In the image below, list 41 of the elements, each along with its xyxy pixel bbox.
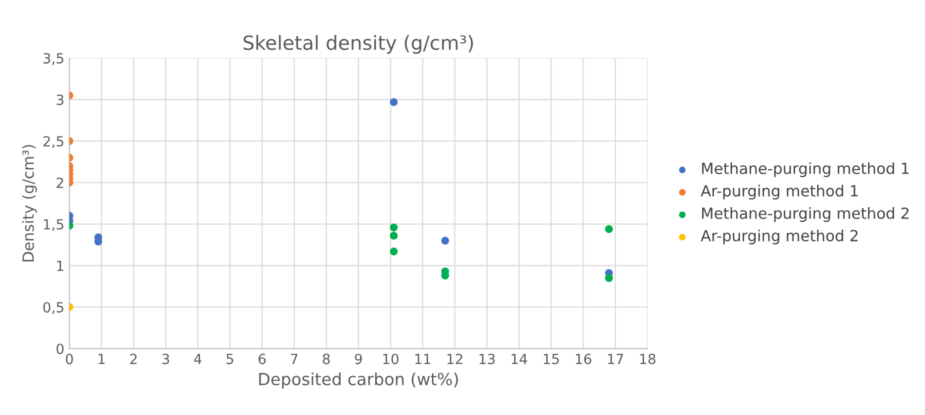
legend-label: Methane-purging method 2: [702, 207, 908, 222]
point: [605, 225, 613, 234]
x-tick-label: 12: [447, 354, 462, 364]
x-tick-label: 9: [354, 354, 362, 364]
x-tick-label: 16: [576, 354, 592, 364]
x-tick-label: 7: [290, 354, 298, 364]
x-tick-label: 6: [258, 354, 266, 364]
legend-label: Ar-purging method 1: [700, 184, 858, 200]
x-tick-label: 17: [608, 354, 624, 364]
y-tick-label: 2,5: [43, 136, 64, 148]
x-tick-label: 1: [98, 354, 105, 364]
x-axis-title: Deposited carbon (wt%): [259, 372, 458, 389]
legend-label: Ar-purging method 2: [700, 230, 858, 244]
y-tick-label: 3: [56, 94, 64, 106]
y-tick-label: 0,5: [43, 302, 64, 314]
x-tick-label: 4: [194, 354, 202, 364]
legend-label: Methane-purging method 1: [702, 162, 909, 178]
x-tick-label: 0: [66, 354, 73, 364]
point: [390, 223, 398, 232]
point: [441, 236, 450, 245]
chart-title: Skeletal density (g/cm³): [244, 34, 473, 54]
x-tick-label: 18: [640, 354, 656, 364]
x-tick-label: 5: [226, 354, 234, 364]
x-tick-label: 3: [162, 354, 170, 364]
y-tick-label: 0: [56, 344, 64, 354]
x-tick-label: 11: [415, 354, 430, 364]
x-tick-label: 10: [383, 354, 398, 364]
point: [390, 98, 398, 106]
y-tick-label: 2: [56, 178, 64, 188]
y-tick-label: 1: [57, 260, 64, 271]
x-tick-label: 2: [130, 354, 137, 364]
x-tick-label: 8: [322, 354, 330, 364]
y-tick-label: 3,5: [43, 53, 64, 65]
point: [390, 248, 398, 256]
y-axis-title: Density (g/cm³): [22, 145, 37, 262]
point: [605, 274, 613, 282]
y-tick-label: 1,5: [44, 219, 64, 231]
x-tick-label: 14: [512, 354, 528, 364]
x-tick-label: 13: [480, 354, 495, 364]
x-tick-label: 15: [544, 354, 559, 364]
point: [390, 232, 398, 240]
